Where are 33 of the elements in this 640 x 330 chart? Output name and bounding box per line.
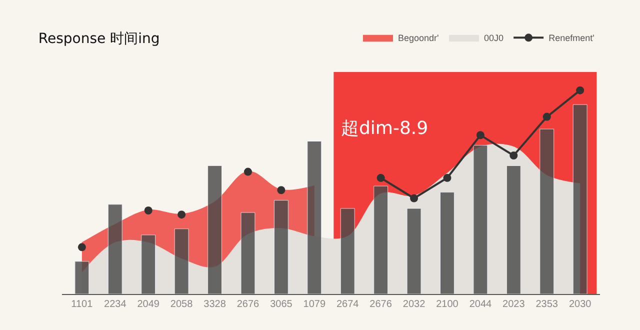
x-tick-label: 2674 [336,299,360,310]
point [542,112,551,121]
point [510,152,518,160]
x-tick-label: 2353 [536,299,558,310]
legend-label: Begoondr' [398,33,440,44]
x-tick-label: 2030 [568,299,592,310]
point [376,174,385,182]
x-tick-label: 2100 [436,299,459,310]
x-tick-label: 2234 [104,299,127,310]
point [410,194,418,202]
legend-label: Renefment' [548,33,595,44]
point [178,210,186,219]
point [277,186,286,194]
point [244,168,252,176]
point [443,174,452,182]
x-tick-label: 2032 [402,299,426,310]
x-tick-label: 1101 [71,299,94,310]
point [144,206,152,214]
point [78,243,86,252]
chart-title: Response 时间ing [38,30,160,47]
annotation: 超dim-8.9 [341,118,428,139]
point [476,131,484,140]
legend-label: 00J0 [484,33,504,44]
x-tick-label: 2023 [502,299,526,310]
x-tick-label: 2058 [170,299,194,310]
x-tick-label: 2049 [137,299,160,310]
x-tick-label: 2676 [370,299,392,310]
x-tick-label: 2676 [236,299,260,310]
x-tick-label: 3328 [204,299,226,310]
x-tick-label: 2044 [469,299,492,310]
point [576,86,584,94]
x-tick-label: 3065 [270,299,293,310]
x-tick-label: 1079 [303,299,326,310]
